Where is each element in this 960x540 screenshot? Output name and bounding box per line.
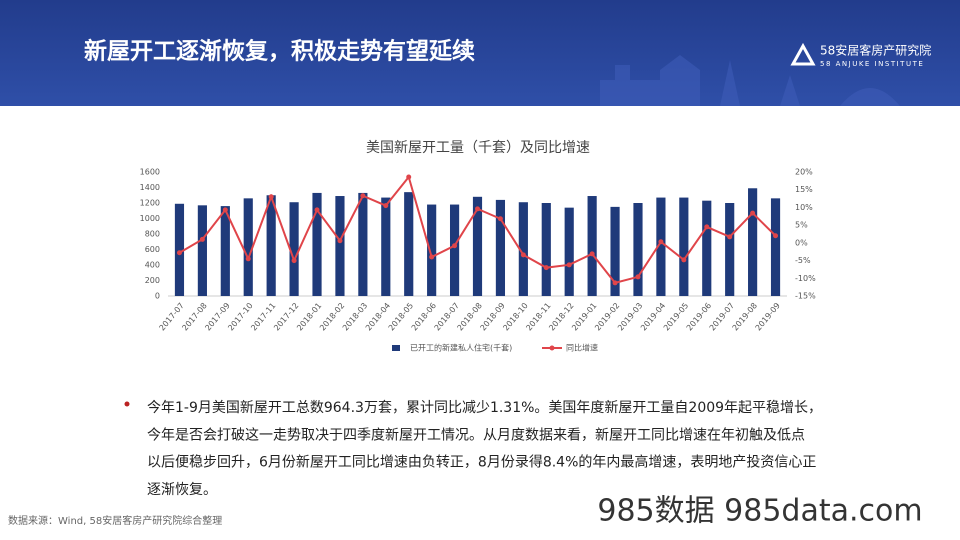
y2-tick-label: -5% bbox=[795, 256, 811, 265]
y-tick-label: 200 bbox=[145, 276, 160, 285]
bar bbox=[495, 199, 506, 296]
y2-tick-label: 20% bbox=[795, 168, 813, 177]
y2-tick-label: -15% bbox=[795, 292, 816, 301]
bar bbox=[770, 198, 781, 296]
bar bbox=[404, 192, 414, 296]
bar bbox=[748, 188, 758, 296]
line-point bbox=[727, 234, 733, 240]
bar bbox=[587, 196, 597, 296]
line-point bbox=[475, 206, 480, 212]
line-point bbox=[337, 238, 343, 244]
line-point bbox=[750, 210, 756, 216]
line-point bbox=[658, 239, 664, 245]
bar bbox=[679, 197, 689, 296]
line-point bbox=[406, 174, 412, 180]
bar bbox=[174, 203, 185, 296]
line-point bbox=[268, 194, 274, 200]
y-tick-label: 1000 bbox=[140, 214, 160, 223]
bar bbox=[725, 203, 735, 296]
logo-name: 58安居客房产研究院 bbox=[820, 43, 931, 58]
y2-tick-label: -10% bbox=[795, 274, 816, 283]
logo-icon bbox=[790, 42, 816, 66]
y-tick-label: 400 bbox=[145, 261, 160, 270]
line-point bbox=[383, 203, 389, 209]
bullet bbox=[124, 401, 130, 407]
legend-swatch bbox=[549, 345, 555, 351]
bar bbox=[564, 207, 574, 296]
y-tick-label: 1600 bbox=[140, 168, 160, 177]
y-tick-label: 600 bbox=[145, 245, 160, 254]
bar bbox=[197, 205, 207, 296]
line-point bbox=[429, 254, 435, 260]
legend-label: 已开工的新建私人住宅(千套) bbox=[410, 343, 512, 353]
line-point bbox=[704, 224, 710, 230]
y2-tick-label: 0% bbox=[795, 238, 808, 247]
bar bbox=[243, 198, 253, 296]
bar bbox=[633, 203, 643, 296]
body-text: 今年1-9月美国新屋开工总数964.3万套，累计同比减少1.31%。美国年度新屋… bbox=[147, 400, 822, 416]
y2-tick-label: 15% bbox=[795, 185, 813, 194]
y-tick-label: 1200 bbox=[140, 199, 160, 208]
bar bbox=[358, 192, 368, 296]
watermark: 985数据 985data.com bbox=[597, 494, 922, 529]
line-point bbox=[635, 274, 641, 280]
bar bbox=[472, 196, 483, 296]
line-point bbox=[773, 233, 779, 239]
y2-tick-label: 5% bbox=[795, 221, 808, 230]
skyline bbox=[600, 55, 900, 106]
line-point bbox=[497, 216, 503, 222]
source: 数据来源：Wind, 58安居客房产研究院综合整理 bbox=[8, 514, 222, 527]
legend-swatch bbox=[392, 345, 400, 351]
bar bbox=[656, 197, 666, 296]
bar bbox=[702, 200, 712, 296]
bar bbox=[427, 204, 437, 296]
logo-subtitle: 58 ANJUKE INSTITUTE bbox=[820, 60, 924, 68]
line-point bbox=[199, 236, 205, 242]
line-point bbox=[612, 280, 618, 286]
line-point bbox=[520, 252, 526, 258]
bar bbox=[266, 195, 276, 296]
line-point bbox=[360, 193, 366, 199]
body-text: 逐渐恢复。 bbox=[147, 481, 217, 498]
line-point bbox=[291, 258, 297, 264]
line-point bbox=[176, 250, 182, 256]
line-point bbox=[543, 265, 549, 271]
bar bbox=[289, 202, 299, 296]
line-point bbox=[222, 207, 228, 213]
bar bbox=[610, 206, 620, 296]
y2-tick-label: 10% bbox=[795, 203, 813, 212]
line-point bbox=[681, 257, 687, 263]
line-point bbox=[589, 251, 595, 257]
bar bbox=[518, 202, 528, 296]
bar bbox=[335, 196, 345, 296]
line-point bbox=[314, 207, 320, 213]
line-point bbox=[566, 262, 572, 268]
line-point bbox=[245, 256, 251, 262]
body-text: 今年是否会打破这一走势取决于四季度新屋开工情况。从月度数据来看，新屋开工同比增速… bbox=[147, 426, 805, 443]
y-tick-label: 0 bbox=[155, 292, 160, 301]
chart-title: 美国新屋开工量（千套）及同比增速 bbox=[366, 140, 590, 156]
legend-label: 同比增速 bbox=[566, 343, 598, 353]
slide-title: 新屋开工逐渐恢复，积极走势有望延续 bbox=[84, 38, 475, 65]
bar bbox=[449, 204, 460, 296]
bar bbox=[220, 206, 230, 296]
y-tick-label: 1400 bbox=[140, 183, 160, 192]
body-text: 以后便稳步回升，6月份新屋开工同比增速由负转正，8月份录得8.4%的年内最高增速… bbox=[147, 454, 816, 471]
line-point bbox=[452, 243, 458, 249]
y-tick-label: 800 bbox=[145, 230, 160, 239]
bar bbox=[312, 192, 322, 296]
bar bbox=[381, 197, 391, 296]
bar bbox=[541, 203, 551, 296]
